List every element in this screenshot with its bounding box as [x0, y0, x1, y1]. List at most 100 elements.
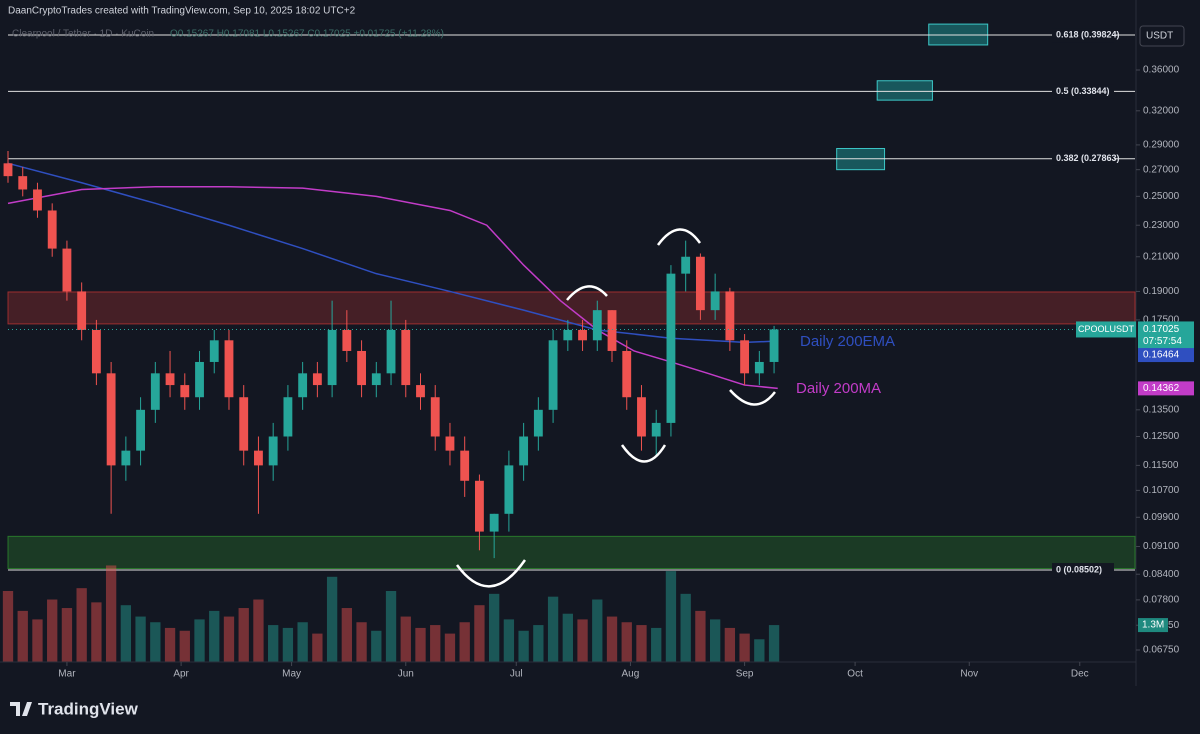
- candle-body: [754, 361, 764, 374]
- volume-tag-text: 1.3M: [1142, 620, 1164, 631]
- volume-bar: [371, 630, 382, 662]
- candle-body: [592, 310, 602, 341]
- volume-bar: [695, 610, 706, 662]
- x-tick-label: Sep: [736, 669, 754, 680]
- volume-bar: [268, 625, 279, 662]
- fib-label: 0.5 (0.33844): [1056, 86, 1110, 96]
- candle-body: [180, 385, 190, 398]
- target-box: [928, 23, 989, 46]
- volume-bar: [459, 622, 470, 662]
- candle-body: [3, 163, 13, 177]
- candle-body: [416, 385, 425, 398]
- series-tag: [1138, 381, 1194, 396]
- volume-bar: [61, 608, 73, 662]
- candle-body: [548, 340, 558, 410]
- y-tick-label: 0.21000: [1143, 251, 1180, 262]
- candle-body: [136, 409, 146, 451]
- candle-body: [47, 210, 57, 249]
- candle-body: [209, 340, 219, 362]
- series-tag-text: 0.14362: [1143, 383, 1180, 394]
- x-tick-label: Aug: [622, 669, 640, 680]
- volume-bar: [76, 588, 87, 662]
- x-tick-label: Jul: [510, 669, 523, 680]
- volume-bar: [547, 596, 559, 662]
- candle-body: [371, 373, 381, 386]
- x-tick-label: Nov: [960, 669, 978, 680]
- annotation-arc: [620, 444, 667, 463]
- volume-bar: [474, 605, 485, 662]
- volume-bar: [2, 591, 14, 662]
- candle-body: [62, 248, 72, 292]
- ma-label: Daily 200MA: [796, 380, 881, 397]
- candle-body: [637, 397, 646, 437]
- volume-bar: [592, 599, 603, 662]
- candle-body: [607, 310, 617, 351]
- volume-bar: [91, 602, 102, 662]
- volume-bar: [489, 593, 500, 662]
- candle-body: [651, 422, 661, 437]
- y-tick-label: 0.32000: [1143, 105, 1180, 116]
- volume-bar: [209, 610, 220, 662]
- y-tick-label: 0.09100: [1143, 541, 1180, 552]
- candle-body: [224, 340, 234, 398]
- y-tick-label: 0.06750: [1143, 645, 1180, 656]
- candle-body: [533, 409, 543, 437]
- volume-bar: [415, 627, 426, 662]
- candle-body: [695, 256, 705, 311]
- candle-body: [77, 291, 87, 330]
- candle-body: [681, 256, 691, 274]
- candle-body: [578, 329, 587, 341]
- annotation-arc: [566, 285, 608, 301]
- series-tag-text: 0.16464: [1143, 350, 1180, 361]
- candle-body: [460, 450, 470, 481]
- y-tick-label: 0.36000: [1143, 65, 1180, 76]
- fib-label-bg: [1052, 84, 1114, 99]
- y-tick-label: 0.25000: [1143, 191, 1180, 202]
- candle-body: [563, 329, 573, 341]
- volume-bar: [297, 622, 308, 662]
- candle-body: [666, 273, 676, 423]
- ema-label: Daily 200EMA: [800, 333, 895, 350]
- currency-box[interactable]: [1139, 25, 1185, 47]
- volume-bar: [135, 616, 146, 662]
- volume-bar: [680, 593, 691, 662]
- ma-line: [7, 162, 778, 344]
- candle-body: [283, 397, 293, 437]
- footer: TradingView: [38, 699, 139, 718]
- target-box: [876, 80, 933, 101]
- fib-label-bg: [1052, 563, 1114, 578]
- volume-bar: [533, 625, 544, 662]
- volume-bar: [444, 633, 456, 662]
- candle-body: [475, 480, 484, 532]
- volume-bar: [282, 627, 294, 662]
- candle-body: [150, 373, 160, 410]
- currency: USDT: [1146, 31, 1173, 42]
- candle-body: [121, 450, 131, 466]
- volume-bar: [32, 619, 43, 662]
- zone: [7, 291, 1136, 325]
- price-tag: [1138, 321, 1194, 350]
- volume-bar: [724, 627, 736, 662]
- fib-label-bg: [1052, 151, 1114, 166]
- candle-body: [91, 329, 101, 374]
- volume-bar: [238, 608, 249, 662]
- fib-label: 0.382 (0.27863): [1056, 153, 1120, 163]
- x-tick-label: Mar: [58, 669, 76, 680]
- candle-body: [106, 373, 116, 466]
- candle-body: [195, 361, 204, 398]
- volume-bar: [562, 613, 573, 662]
- volume-bar: [164, 627, 176, 662]
- candle-body: [312, 373, 322, 386]
- candle-body: [725, 291, 735, 341]
- price-tag-text: 0.17025: [1143, 324, 1180, 335]
- logo-icon: [10, 702, 32, 716]
- candle-body: [165, 373, 175, 386]
- candle-body: [489, 513, 499, 532]
- volume-bar: [636, 625, 647, 662]
- symbol-tag: [1076, 321, 1136, 338]
- volume-bar: [518, 630, 529, 662]
- volume-bar: [621, 622, 632, 662]
- candle-body: [298, 373, 308, 398]
- y-tick-label: 0.13500: [1143, 404, 1180, 415]
